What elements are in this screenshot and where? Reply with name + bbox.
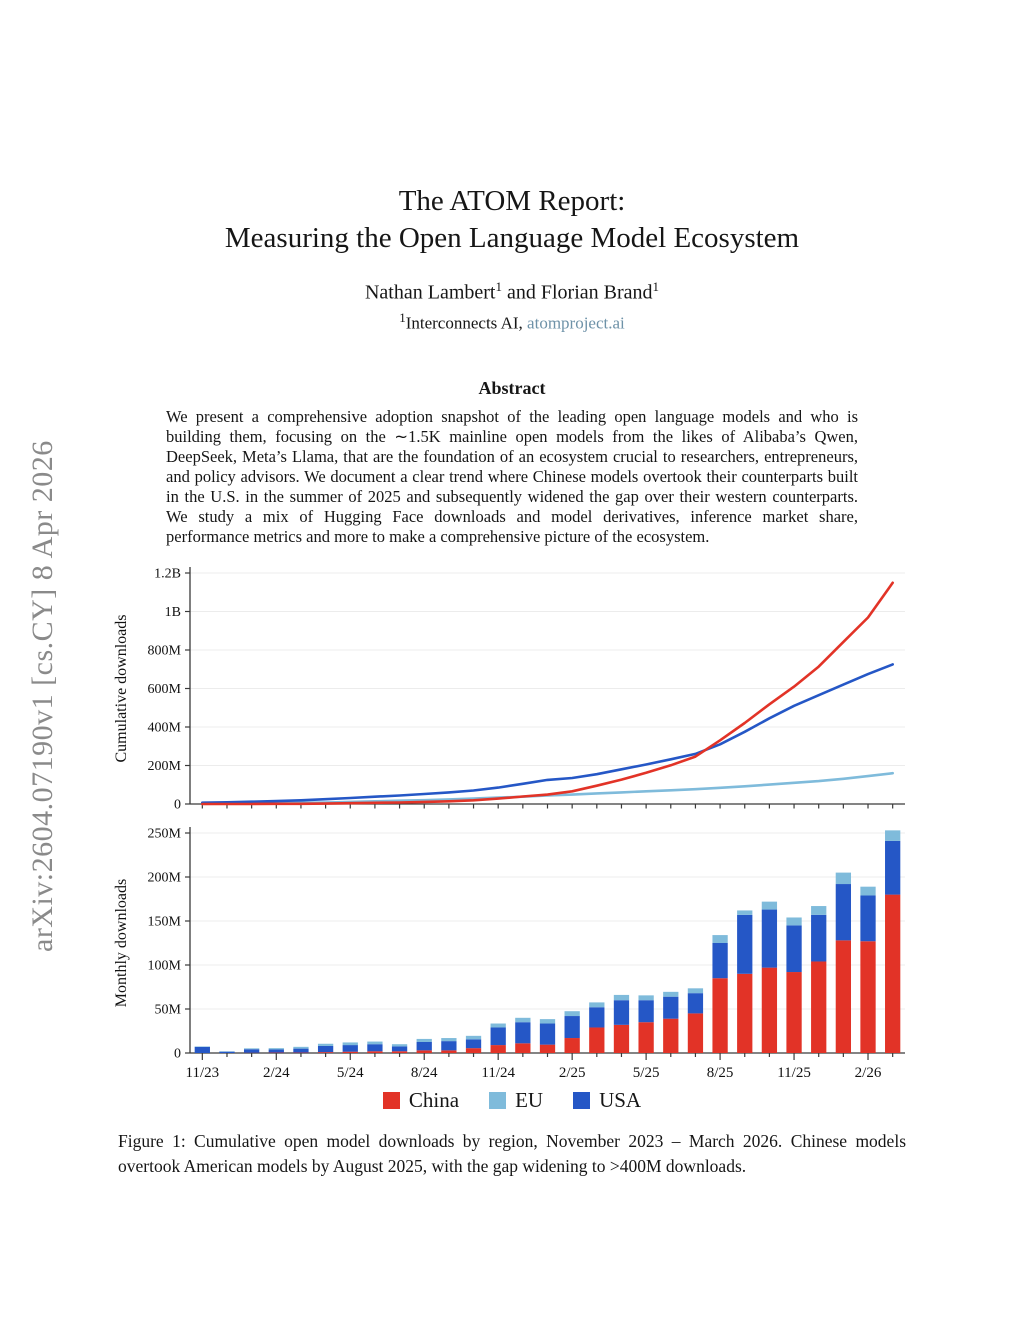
svg-text:100M: 100M [148, 959, 182, 974]
author-name-1: Nathan Lambert [364, 281, 496, 304]
svg-text:400M: 400M [148, 721, 182, 736]
legend-swatch-china [382, 1091, 400, 1109]
abstract-text: We present a comprehensive adoption snap… [166, 407, 858, 547]
paper-title: The ATOM Report: Measuring the Open Langu… [0, 0, 1024, 257]
svg-text:11/23: 11/23 [186, 1065, 220, 1081]
svg-text:11/25: 11/25 [777, 1065, 811, 1081]
svg-text:8/24: 8/24 [411, 1065, 438, 1081]
affiliation-line: 1Interconnects AI, atomproject.ai [0, 310, 1024, 334]
svg-text:Cumulative downloads: Cumulative downloads [113, 615, 130, 763]
legend-swatch-eu [489, 1091, 507, 1109]
svg-text:1B: 1B [165, 605, 181, 620]
svg-text:600M: 600M [148, 682, 182, 697]
svg-text:2/25: 2/25 [559, 1065, 586, 1081]
monthly-downloads-chart: 0 50M 100M 150M 200M 250M Monthly downloads 11/… [92, 823, 932, 1085]
svg-text:50M: 50M [155, 1003, 182, 1018]
svg-text:2/24: 2/24 [263, 1065, 290, 1081]
cumulative-downloads-chart: 0 200M 400M 600M 800M 1B 1.2B Cumulative downlo… [92, 561, 932, 823]
authors-joiner: and [501, 281, 541, 304]
paper-title-line1: The ATOM Report: [398, 185, 626, 217]
authors-line: Nathan Lambert1 and Florian Brand1 [0, 279, 1024, 305]
svg-text:200M: 200M [148, 871, 182, 886]
svg-text:8/25: 8/25 [707, 1065, 734, 1081]
affiliation-org: Interconnects AI, [405, 313, 528, 333]
svg-text:200M: 200M [148, 759, 182, 774]
author-affil-mark-1: 1 [495, 279, 502, 294]
legend-item-eu: EU [489, 1087, 543, 1113]
svg-text:1.2B: 1.2B [154, 567, 181, 582]
svg-text:5/24: 5/24 [337, 1065, 364, 1081]
author-affil-mark-2: 1 [652, 279, 660, 294]
author-name-2: Florian Brand [540, 281, 653, 304]
paper-title-line2: Measuring the Open Language Model Ecosys… [224, 222, 800, 254]
svg-text:0: 0 [174, 1047, 181, 1062]
legend-label-china: China [408, 1088, 460, 1113]
figure-1: 0 200M 400M 600M 800M 1B 1.2B Cumulative downlo… [92, 561, 932, 1113]
svg-text:250M: 250M [148, 827, 182, 842]
legend-item-usa: USA [573, 1087, 641, 1113]
svg-text:0: 0 [174, 798, 181, 813]
legend-label-eu: EU [515, 1088, 544, 1113]
svg-text:150M: 150M [148, 915, 182, 930]
svg-text:800M: 800M [148, 644, 182, 659]
legend-label-usa: USA [599, 1088, 642, 1113]
svg-text:11/24: 11/24 [481, 1065, 515, 1081]
affiliation-mark: 1 [399, 309, 406, 325]
affiliation-link[interactable]: atomproject.ai [527, 313, 625, 333]
figure-caption: Figure 1: Cumulative open model download… [118, 1131, 906, 1176]
legend-swatch-usa [573, 1091, 591, 1109]
abstract-heading: Abstract [478, 378, 546, 399]
svg-text:5/25: 5/25 [633, 1065, 660, 1081]
chart-legend: China EU USA [92, 1087, 932, 1113]
arxiv-watermark: arXiv:2604.07190v1 [cs.CY] 8 Apr 2026 [26, 440, 59, 952]
legend-item-china: China [382, 1087, 460, 1113]
svg-text:Monthly downloads: Monthly downloads [113, 879, 130, 1007]
svg-text:2/26: 2/26 [855, 1065, 882, 1081]
